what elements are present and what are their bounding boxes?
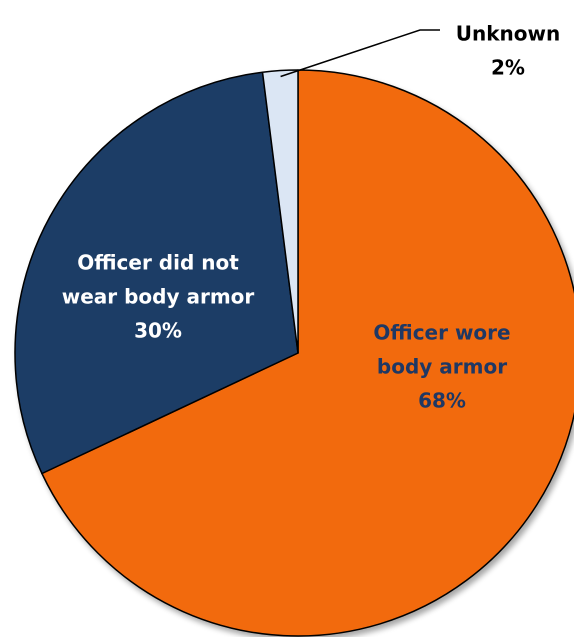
- pie-slices: [15, 70, 574, 636]
- pie-label-line: Unknown: [456, 22, 560, 46]
- pie-label-line: 2%: [491, 56, 525, 80]
- pie-label-line: wear body armor: [62, 285, 255, 309]
- pie-label-line: Officer wore: [373, 321, 510, 345]
- pie-label-unknown: Unknown 2%: [456, 22, 560, 80]
- pie-label-line: Officer did not: [77, 251, 239, 275]
- pie-label-line: 30%: [134, 319, 182, 343]
- pie-label-line: 68%: [418, 389, 466, 413]
- pie-label-line: body armor: [377, 355, 507, 379]
